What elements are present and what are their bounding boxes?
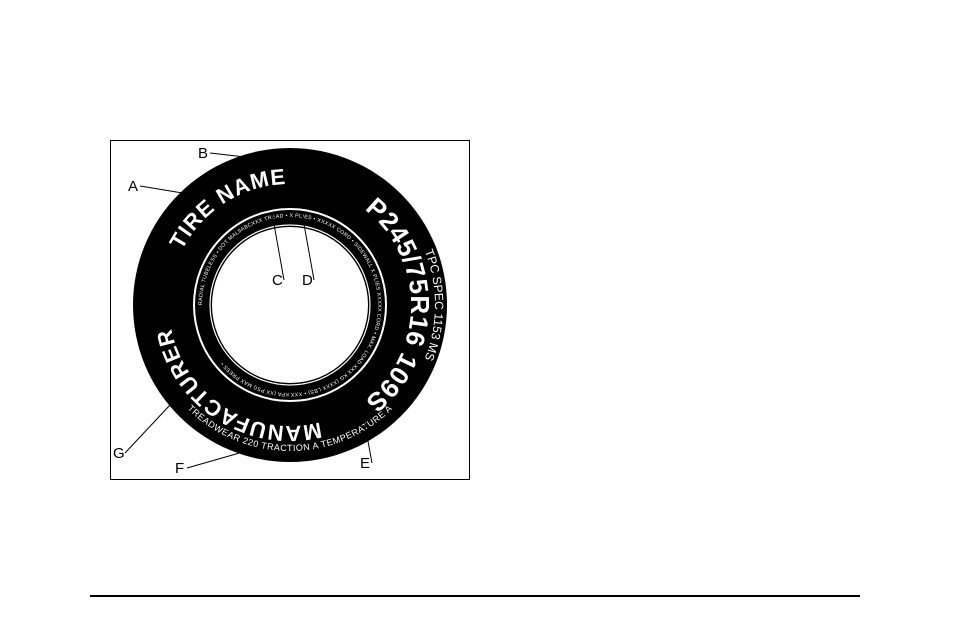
page-divider [90,595,860,597]
callout-label-f: F [175,460,184,477]
callout-label-e: E [360,455,370,472]
callout-label-c: C [272,272,283,289]
callout-label-a: A [128,178,138,195]
callout-label-g: G [113,445,125,462]
callout-label-d: D [302,272,313,289]
callout-label-b: B [198,145,208,162]
page: TPC SPEC 1153 MS P245/75R16 109S MANUFAC… [0,0,954,636]
tire-diagram: TPC SPEC 1153 MS P245/75R16 109S MANUFAC… [133,148,447,467]
